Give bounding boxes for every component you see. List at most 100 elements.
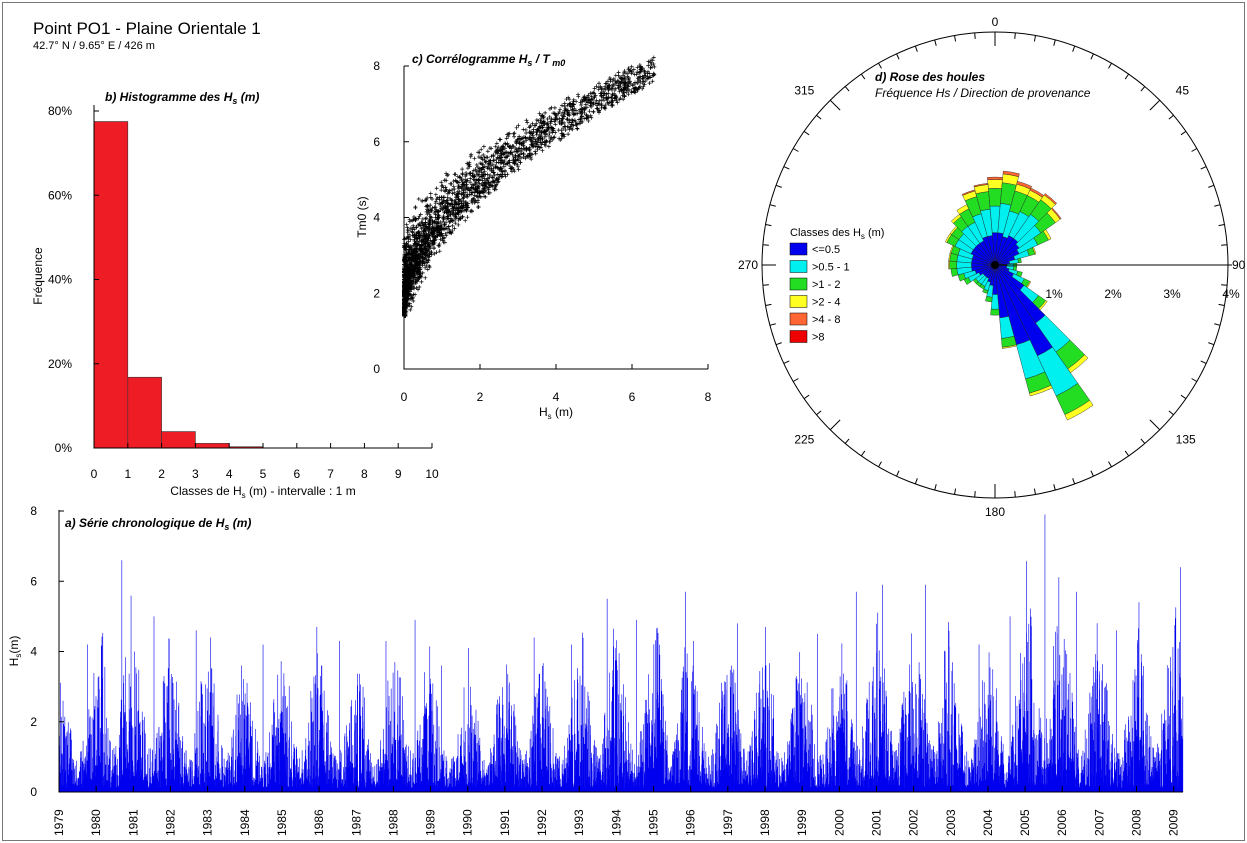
correlogram-point [507,145,512,150]
correlogram-point [568,124,573,129]
correlogram-point [433,215,438,220]
correlogram-point [582,107,587,112]
correlogram-point [503,174,508,179]
correlogram-point [524,138,529,143]
correlogram-point [449,187,454,192]
time-series-year-label: 1997 [721,809,735,836]
correlogram-point [559,121,564,126]
correlogram-point [421,259,426,264]
correlogram-point [411,299,416,304]
correlogram-point [481,144,486,149]
correlogram-point [588,113,593,118]
correlogram-point [433,192,438,197]
time-series-year-label: 1993 [572,809,586,836]
time-series-year-label: 2009 [1167,809,1181,836]
correlogram-point [580,119,585,124]
correlogram-point [574,108,579,113]
correlogram-point [561,114,566,119]
correlogram-point [589,115,594,120]
correlogram-point [508,150,513,155]
correlogram-point [476,185,481,190]
correlogram-point [452,172,457,177]
time-series-year-label: 2003 [944,809,958,836]
correlogram-point [492,187,497,192]
correlogram-point [502,146,507,151]
correlogram-point [486,164,491,169]
correlogram-point [479,170,484,175]
histogram-x-tick-label: 9 [395,467,402,481]
correlogram-point [579,111,584,116]
time-series-year-label: 1988 [386,809,400,836]
time-series-year-label: 1981 [126,809,140,836]
correlogram-point [452,226,457,231]
correlogram-point [434,234,439,239]
correlogram-point [529,157,534,162]
correlogram-point [494,160,499,165]
correlogram-point [428,246,433,251]
correlogram-point [505,142,510,147]
correlogram-point [566,120,571,125]
time-series-year-label: 1994 [609,809,623,836]
correlogram-point [612,91,617,96]
correlogram-point [543,110,548,115]
histogram-y-tick-label: 60% [48,188,72,202]
correlogram-point [405,225,410,230]
correlogram-point [505,132,510,137]
correlogram-point [449,181,454,186]
correlogram-point [529,131,534,136]
correlogram-point [460,167,465,172]
correlogram-point [460,179,465,184]
correlogram-point [425,267,430,272]
correlogram-point [493,164,498,169]
correlogram-point [483,172,488,177]
correlogram-point [550,126,555,131]
correlogram-point [603,103,608,108]
correlogram-point [470,209,475,214]
histogram-bar [127,376,162,449]
correlogram-point [578,108,583,113]
correlogram-point [617,97,622,102]
correlogram-point [564,97,569,102]
time-series-y-tick-label: 4 [30,645,37,659]
correlogram-point [510,143,515,148]
time-series-year-label: 2001 [869,809,883,836]
correlogram-point [438,237,443,242]
histogram-y-tick-label: 20% [48,357,72,371]
correlogram-point [455,174,460,179]
correlogram-point [444,216,449,221]
correlogram-point [404,222,409,227]
time-series-year-label: 1984 [238,809,252,836]
correlogram-point [427,226,432,231]
correlogram-point [558,107,563,112]
correlogram-point [412,275,417,280]
time-series-y-tick-label: 2 [30,715,37,729]
correlogram-point [458,175,463,180]
histogram-y-tick-label: 0% [55,441,73,455]
histogram-y-tick-label: 40% [48,273,72,287]
correlogram-point [479,147,484,152]
correlogram-point [575,111,580,116]
time-series-year-label: 1979 [52,809,66,836]
correlogram-point [526,155,531,160]
correlogram-point [480,178,485,183]
histogram-xlabel: Classes de Hs (m) - intervalle : 1 m [170,484,355,500]
correlogram-point [612,96,617,101]
correlogram-point [510,152,515,157]
correlogram-point [447,188,452,193]
histogram-x-tick-label: 3 [192,467,199,481]
correlogram-point [647,81,652,86]
time-series-year-label: 1980 [89,809,103,836]
histogram-ylabel: Fréquence [31,247,45,305]
correlogram-point [495,151,500,156]
correlogram-point [422,256,427,261]
correlogram-point [583,102,588,107]
correlogram-point [525,120,530,125]
correlogram-point [540,148,545,153]
time-series-year-label: 1986 [312,809,326,836]
correlogram-point [449,201,454,206]
correlogram-point [408,307,413,312]
histogram-title: b) Histogramme des Hs (m) [105,90,259,106]
correlogram-point [456,209,461,214]
